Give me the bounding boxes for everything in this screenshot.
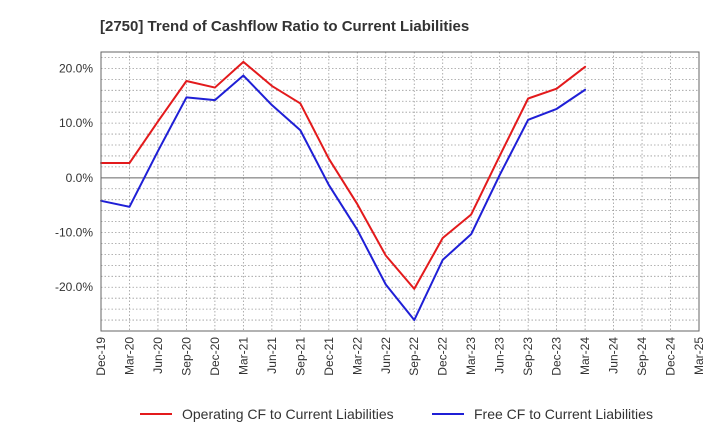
x-tick-label: Sep-20 xyxy=(179,337,193,376)
y-tick-label: -10.0% xyxy=(55,226,93,240)
y-tick-label: 0.0% xyxy=(66,171,94,185)
y-tick-label: 10.0% xyxy=(59,116,93,130)
y-axis-ticks: 20.0% 10.0% 0.0% -10.0% -20.0% xyxy=(55,61,93,294)
x-tick-label: Jun-20 xyxy=(151,337,165,374)
y-tick-label: -20.0% xyxy=(55,280,93,294)
x-tick-label: Mar-23 xyxy=(464,337,478,375)
legend-label: Operating CF to Current Liabilities xyxy=(182,406,394,422)
x-tick-label: Dec-22 xyxy=(436,337,450,376)
x-tick-label: Sep-23 xyxy=(521,337,535,376)
x-tick-label: Dec-19 xyxy=(94,337,108,376)
x-tick-label: Jun-24 xyxy=(607,337,621,374)
y-tick-label: 20.0% xyxy=(59,61,93,75)
x-tick-label: Dec-24 xyxy=(664,337,678,376)
x-tick-label: Jun-23 xyxy=(493,337,507,374)
x-tick-label: Jun-21 xyxy=(265,337,279,374)
x-tick-label: Mar-20 xyxy=(122,337,136,375)
chart-title: [2750] Trend of Cashflow Ratio to Curren… xyxy=(100,18,469,35)
series-layer xyxy=(100,60,587,322)
x-tick-label: Mar-25 xyxy=(692,337,706,375)
plot-area xyxy=(101,52,699,331)
series-line-1 xyxy=(100,60,587,290)
x-axis-ticks: Dec-19 Mar-20 Jun-20 Sep-20 Dec-20 Mar-21 Jun-… xyxy=(94,337,706,376)
x-tick-label: Mar-21 xyxy=(236,337,250,375)
grid xyxy=(100,52,700,332)
x-tick-label: Sep-21 xyxy=(293,337,307,376)
x-tick-label: Dec-21 xyxy=(322,337,336,376)
x-tick-label: Dec-20 xyxy=(208,337,222,376)
x-tick-label: Mar-22 xyxy=(350,337,364,375)
x-tick-label: Dec-23 xyxy=(550,337,564,376)
x-tick-label: Jun-22 xyxy=(379,337,393,374)
x-tick-label: Sep-22 xyxy=(407,337,421,376)
plot-border xyxy=(100,51,700,332)
legend: Operating CF to Current Liabilities Free … xyxy=(140,406,653,422)
x-tick-label: Sep-24 xyxy=(635,337,649,376)
x-tick-label: Mar-24 xyxy=(578,337,592,375)
series-line-2 xyxy=(100,74,587,322)
legend-label: Free CF to Current Liabilities xyxy=(474,406,653,422)
